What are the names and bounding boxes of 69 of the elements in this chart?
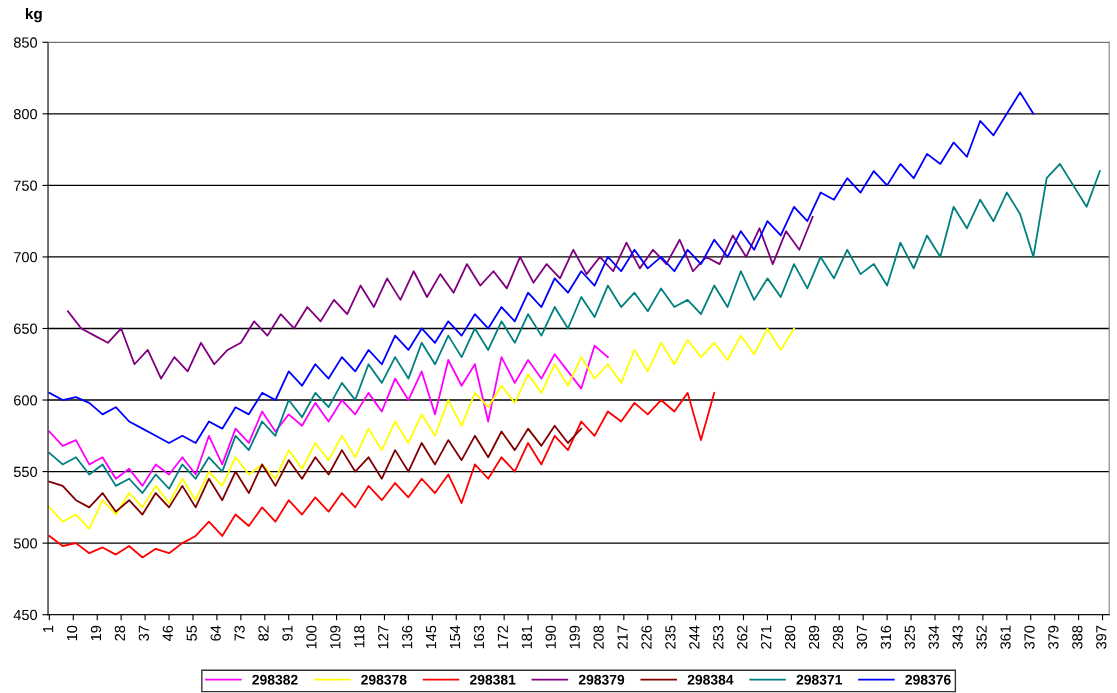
x-tick-label: 361 [1000,625,1011,649]
x-tick-label: 55 [186,625,197,641]
legend-label: 298378 [361,674,407,685]
x-tick-label: 28 [114,625,126,641]
line-series [48,91,1035,444]
y-axis-title: kg [25,7,42,23]
x-tick-label: 334 [928,625,939,649]
x-tick-label: 37 [138,625,150,641]
y-tick-label: 700 [14,252,38,263]
line-series [48,424,583,516]
x-tick-label: 118 [354,625,365,648]
x-tick-label: 388 [1072,625,1083,649]
x-tick-label: 370 [1024,625,1035,649]
x-tick-label: 316 [880,625,892,649]
y-tick-label: 750 [14,180,38,191]
legend-label: 298371 [796,674,842,685]
x-tick-label: 136 [401,625,413,649]
y-tick-label: 800 [13,108,38,120]
x-tick-label: 190 [545,625,556,649]
y-tick-label: 550 [13,466,38,478]
x-tick-label: 208 [593,625,604,649]
x-tick-label: 172 [497,625,508,649]
y-tick-label: 450 [13,609,38,621]
x-tick-label: 127 [378,625,389,649]
y-tick-label: 500 [13,538,38,549]
x-tick-label: 352 [976,625,987,649]
line-series [48,391,716,559]
x-tick-label: 91 [282,625,293,641]
x-tick-label: 271 [761,625,772,649]
x-tick-label: 262 [737,625,748,649]
x-tick-label: 235 [665,625,676,649]
legend-label: 298376 [905,674,951,685]
x-tick-label: 46 [162,625,173,641]
x-tick-label: 181 [521,625,532,649]
x-tick-label: 154 [450,625,461,649]
x-tick-label: 73 [234,625,245,641]
line-series [48,344,609,487]
x-tick-label: 109 [330,625,341,649]
x-tick-label: 397 [1096,625,1107,649]
x-tick-label: 19 [90,625,102,641]
line-series [67,215,814,380]
x-tick-label: 163 [473,625,485,649]
x-tick-label: 325 [904,625,915,649]
y-tick-label: 850 [13,37,38,48]
x-tick-label: 1 [43,625,54,633]
legend-label: 298384 [687,674,734,685]
line-series [48,327,795,530]
x-tick-label: 298 [832,625,844,649]
x-tick-label: 379 [1048,625,1059,649]
x-tick-label: 343 [952,625,963,649]
x-tick-label: 253 [713,625,724,649]
x-tick-label: 307 [856,625,868,649]
y-tick-label: 600 [14,395,38,406]
line-series [48,163,1101,494]
legend-label: 298382 [252,674,298,685]
x-tick-label: 100 [306,625,317,649]
x-tick-label: 226 [641,625,652,649]
x-tick-label: 64 [210,625,221,641]
x-tick-label: 280 [784,625,796,649]
x-tick-label: 199 [569,625,580,649]
x-tick-label: 145 [426,625,437,649]
legend-label: 298379 [578,674,625,685]
y-tick-label: 650 [14,323,38,334]
x-tick-label: 289 [808,625,820,649]
x-tick-label: 10 [66,625,78,641]
legend-label: 298381 [469,674,516,685]
x-tick-label: 82 [258,625,269,641]
x-tick-label: 217 [617,625,628,649]
x-tick-label: 244 [689,625,700,649]
